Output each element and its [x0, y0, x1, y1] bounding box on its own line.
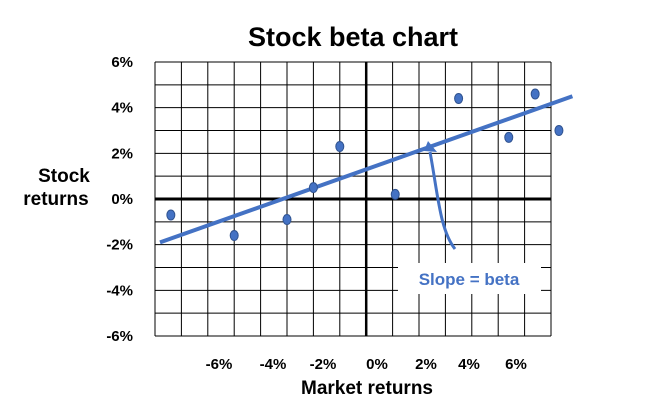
- y-tick-label: 0%: [111, 191, 133, 208]
- data-point: [229, 230, 239, 242]
- x-tick-label: -2%: [310, 356, 337, 373]
- regression-line: [159, 94, 574, 245]
- data-point: [504, 131, 514, 143]
- data-point: [454, 93, 464, 105]
- y-tick-label: -2%: [106, 237, 133, 254]
- data-point: [166, 209, 176, 221]
- x-tick-label: 6%: [505, 356, 527, 373]
- chart-title: Stock beta chart: [248, 22, 458, 52]
- x-tick-label: 2%: [415, 356, 437, 373]
- data-point: [308, 182, 318, 194]
- y-axis-title-line-2: returns: [23, 189, 88, 210]
- x-axis-tick-labels: -6% -4% -2% 0% 2% 4% 6%: [206, 356, 527, 373]
- annotation-arrow: [428, 151, 457, 250]
- data-point: [282, 214, 292, 226]
- annotation-box: [398, 263, 541, 294]
- x-tick-label: -4%: [260, 356, 287, 373]
- x-axis-title: Market returns: [301, 378, 433, 399]
- y-tick-label: 6%: [111, 54, 133, 71]
- x-tick-label: -6%: [206, 356, 233, 373]
- annotation-arrowhead: [424, 141, 437, 152]
- data-point: [530, 88, 540, 100]
- slope-annotation: Slope = beta: [398, 141, 541, 294]
- y-axis-title-line-1: Stock: [38, 166, 90, 187]
- y-axis-tick-labels: 6% 4% 2% 0% -2% -4% -6%: [106, 54, 133, 345]
- x-tick-label: 0%: [366, 356, 388, 373]
- data-point: [335, 140, 345, 152]
- y-tick-label: 2%: [111, 145, 133, 162]
- y-tick-label: 4%: [111, 100, 133, 117]
- x-tick-label: 4%: [458, 356, 480, 373]
- chart-grid: [154, 61, 552, 337]
- data-point: [390, 188, 400, 200]
- annotation-label: Slope = beta: [419, 270, 520, 289]
- data-points: [166, 88, 564, 242]
- y-tick-label: -6%: [106, 328, 133, 345]
- y-tick-label: -4%: [106, 282, 133, 299]
- data-point: [554, 125, 564, 136]
